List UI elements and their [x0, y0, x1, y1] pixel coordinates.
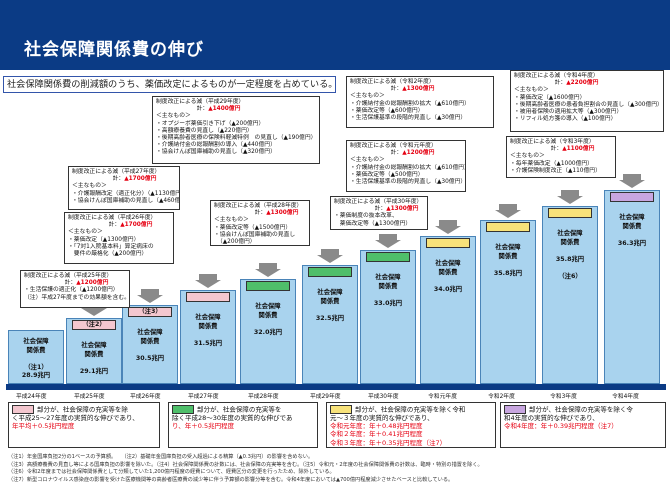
- reduction-annotation: 制度改正による減（平成26年度） 計：▲1700億円 ＜主なもの＞ ・薬価改定（…: [64, 212, 174, 264]
- reduction-annotation: 制度改正による減（平成27年度） 計：▲1700億円 ＜主なもの＞ ・介護報酬改…: [68, 166, 180, 210]
- bar-label: 社会保障 関係費 32.5兆円: [315, 289, 345, 322]
- reduction-annotation: 制度改正による減（令和4年度） 計：▲2200億円 ＜主なもの＞ ・薬価改定（▲…: [510, 70, 664, 132]
- bar-label: 社会保障 関係費 34.0兆円: [433, 260, 463, 293]
- reduction-annotation: 制度改正による減（令和元年度） 計：▲1200億円 ＜主なもの＞ ・介護納付金の…: [346, 140, 466, 192]
- legend-swatch: [172, 405, 194, 414]
- bar-令和2年度: [480, 220, 536, 384]
- growth-band-平成26年度: [128, 307, 172, 317]
- year-label: 平成29年度: [310, 394, 341, 400]
- bar-note: （注2）: [82, 321, 106, 328]
- growth-band-令和元年度: [426, 238, 470, 248]
- bar-令和4年度: [604, 190, 660, 384]
- legend-item: 部分が、社会保障の充実等を除く令 和4年度の実質的な伸びであり、 令和4年度：年…: [500, 402, 666, 448]
- year-label: 令和4年度: [612, 394, 639, 400]
- growth-band-平成25年度: [72, 320, 116, 330]
- decrease-arrow-icon: [317, 249, 343, 263]
- legend-swatch: [12, 405, 34, 414]
- bar-label: 社会保障 関係費 32.0兆円: [253, 303, 283, 336]
- growth-band-令和4年度: [610, 192, 654, 202]
- reduction-annotation: 制度改正による減（令和3年度） 計：▲1100億円 ＜主なもの＞ ・毎年薬価改定…: [506, 136, 616, 178]
- year-label: 平成25年度: [74, 394, 105, 400]
- bar-label: 社会保障 関係費 29.1兆円: [79, 342, 109, 375]
- bar-label: 社会保障 関係費 31.5兆円: [193, 314, 223, 347]
- decrease-arrow-icon: [435, 220, 461, 234]
- bar-label: 社会保障 関係費 （注1） 28.9兆円: [21, 338, 51, 379]
- decrease-arrow-icon: [619, 174, 645, 188]
- growth-band-平成27年度: [186, 292, 230, 302]
- bar-note: （注3）: [138, 308, 162, 315]
- year-label: 令和2年度: [488, 394, 515, 400]
- bar-平成30年度: [360, 250, 416, 384]
- reduction-annotation: 制度改正による減（令和2年度） 計：▲1300億円 ＜主なもの＞ ・介護納付金の…: [346, 76, 494, 128]
- bar-令和元年度: [420, 236, 476, 384]
- bar-label: 社会保障 関係費 35.8兆円 （注6）: [555, 230, 585, 280]
- bar-平成29年度: [302, 265, 358, 384]
- bar-平成26年度: [122, 305, 178, 384]
- decrease-arrow-icon: [557, 190, 583, 204]
- bar-label: 社会保障 関係費 35.8兆円: [493, 244, 523, 277]
- footnotes: （注1）年金国庫負担2分の1ベースの予算額。 （注2）基礎年金国庫負担の受入超過…: [8, 454, 483, 483]
- growth-band-平成30年度: [366, 252, 410, 262]
- growth-band-平成29年度: [308, 267, 352, 277]
- summary-text: 社会保障関係費の削減額のうち、薬価改定によるものが一定程度を占めている。: [3, 76, 336, 93]
- legend-item: 部分が、社会保障の充実等を除 く平成25～27年度の実質的な伸びであり、 年平均…: [8, 402, 160, 448]
- bar-令和3年度: [542, 206, 598, 384]
- decrease-arrow-icon: [195, 274, 221, 288]
- bar-平成27年度: [180, 290, 236, 384]
- growth-band-令和3年度: [548, 208, 592, 218]
- year-label: 平成28年度: [248, 394, 279, 400]
- bar-label: 社会保障 関係費 30.5兆円: [135, 329, 165, 362]
- year-label: 令和元年度: [428, 394, 457, 400]
- x-axis: [6, 384, 666, 390]
- bar-label: 社会保障 関係費 36.3兆円: [617, 214, 647, 247]
- growth-band-令和2年度: [486, 222, 530, 232]
- year-label: 平成26年度: [130, 394, 161, 400]
- legend-item: 部分が、社会保障の充実等を除く令和 元～３年度の実質的な伸びであり、 令和元年度…: [326, 402, 496, 448]
- reduction-annotation: 制度改正による減（平成28年度） 計：▲1300億円 ＜主なもの＞ ・薬価改定等…: [210, 200, 310, 246]
- header-banner: 社会保障関係費の伸び: [0, 0, 670, 70]
- decrease-arrow-icon: [255, 263, 281, 277]
- decrease-arrow-icon: [495, 204, 521, 218]
- year-label: 平成24年度: [16, 394, 47, 400]
- decrease-arrow-icon: [375, 234, 401, 248]
- growth-band-平成28年度: [246, 281, 290, 291]
- bar-平成28年度: [240, 279, 296, 384]
- year-label: 平成30年度: [368, 394, 399, 400]
- legend-swatch: [504, 405, 526, 414]
- reduction-annotation: 制度改正による減（平成29年度） 計：▲1400億円 ＜主なもの＞ ・オプジーボ…: [152, 96, 320, 164]
- legend-swatch: [330, 405, 352, 414]
- page-title: 社会保障関係費の伸び: [24, 40, 204, 60]
- legend-item: 部分が、社会保障の充実等を 除く平成28～30年度の実質的な伸びであ り、年＋0…: [168, 402, 318, 448]
- bar-label: 社会保障 関係費 33.0兆円: [373, 274, 403, 307]
- reduction-annotation: 制度改正による減（平成30年度） 計：▲1300億円 ・薬価制度の抜本改革、 薬…: [330, 196, 428, 230]
- reduction-annotation: 制度改正による減（平成25年度） 計：▲1200億円 ・生活保護の適正化（▲12…: [20, 270, 130, 308]
- decrease-arrow-icon: [137, 289, 163, 303]
- year-label: 平成27年度: [188, 394, 219, 400]
- bar-平成24年度: [8, 330, 64, 384]
- year-label: 令和3年度: [550, 394, 577, 400]
